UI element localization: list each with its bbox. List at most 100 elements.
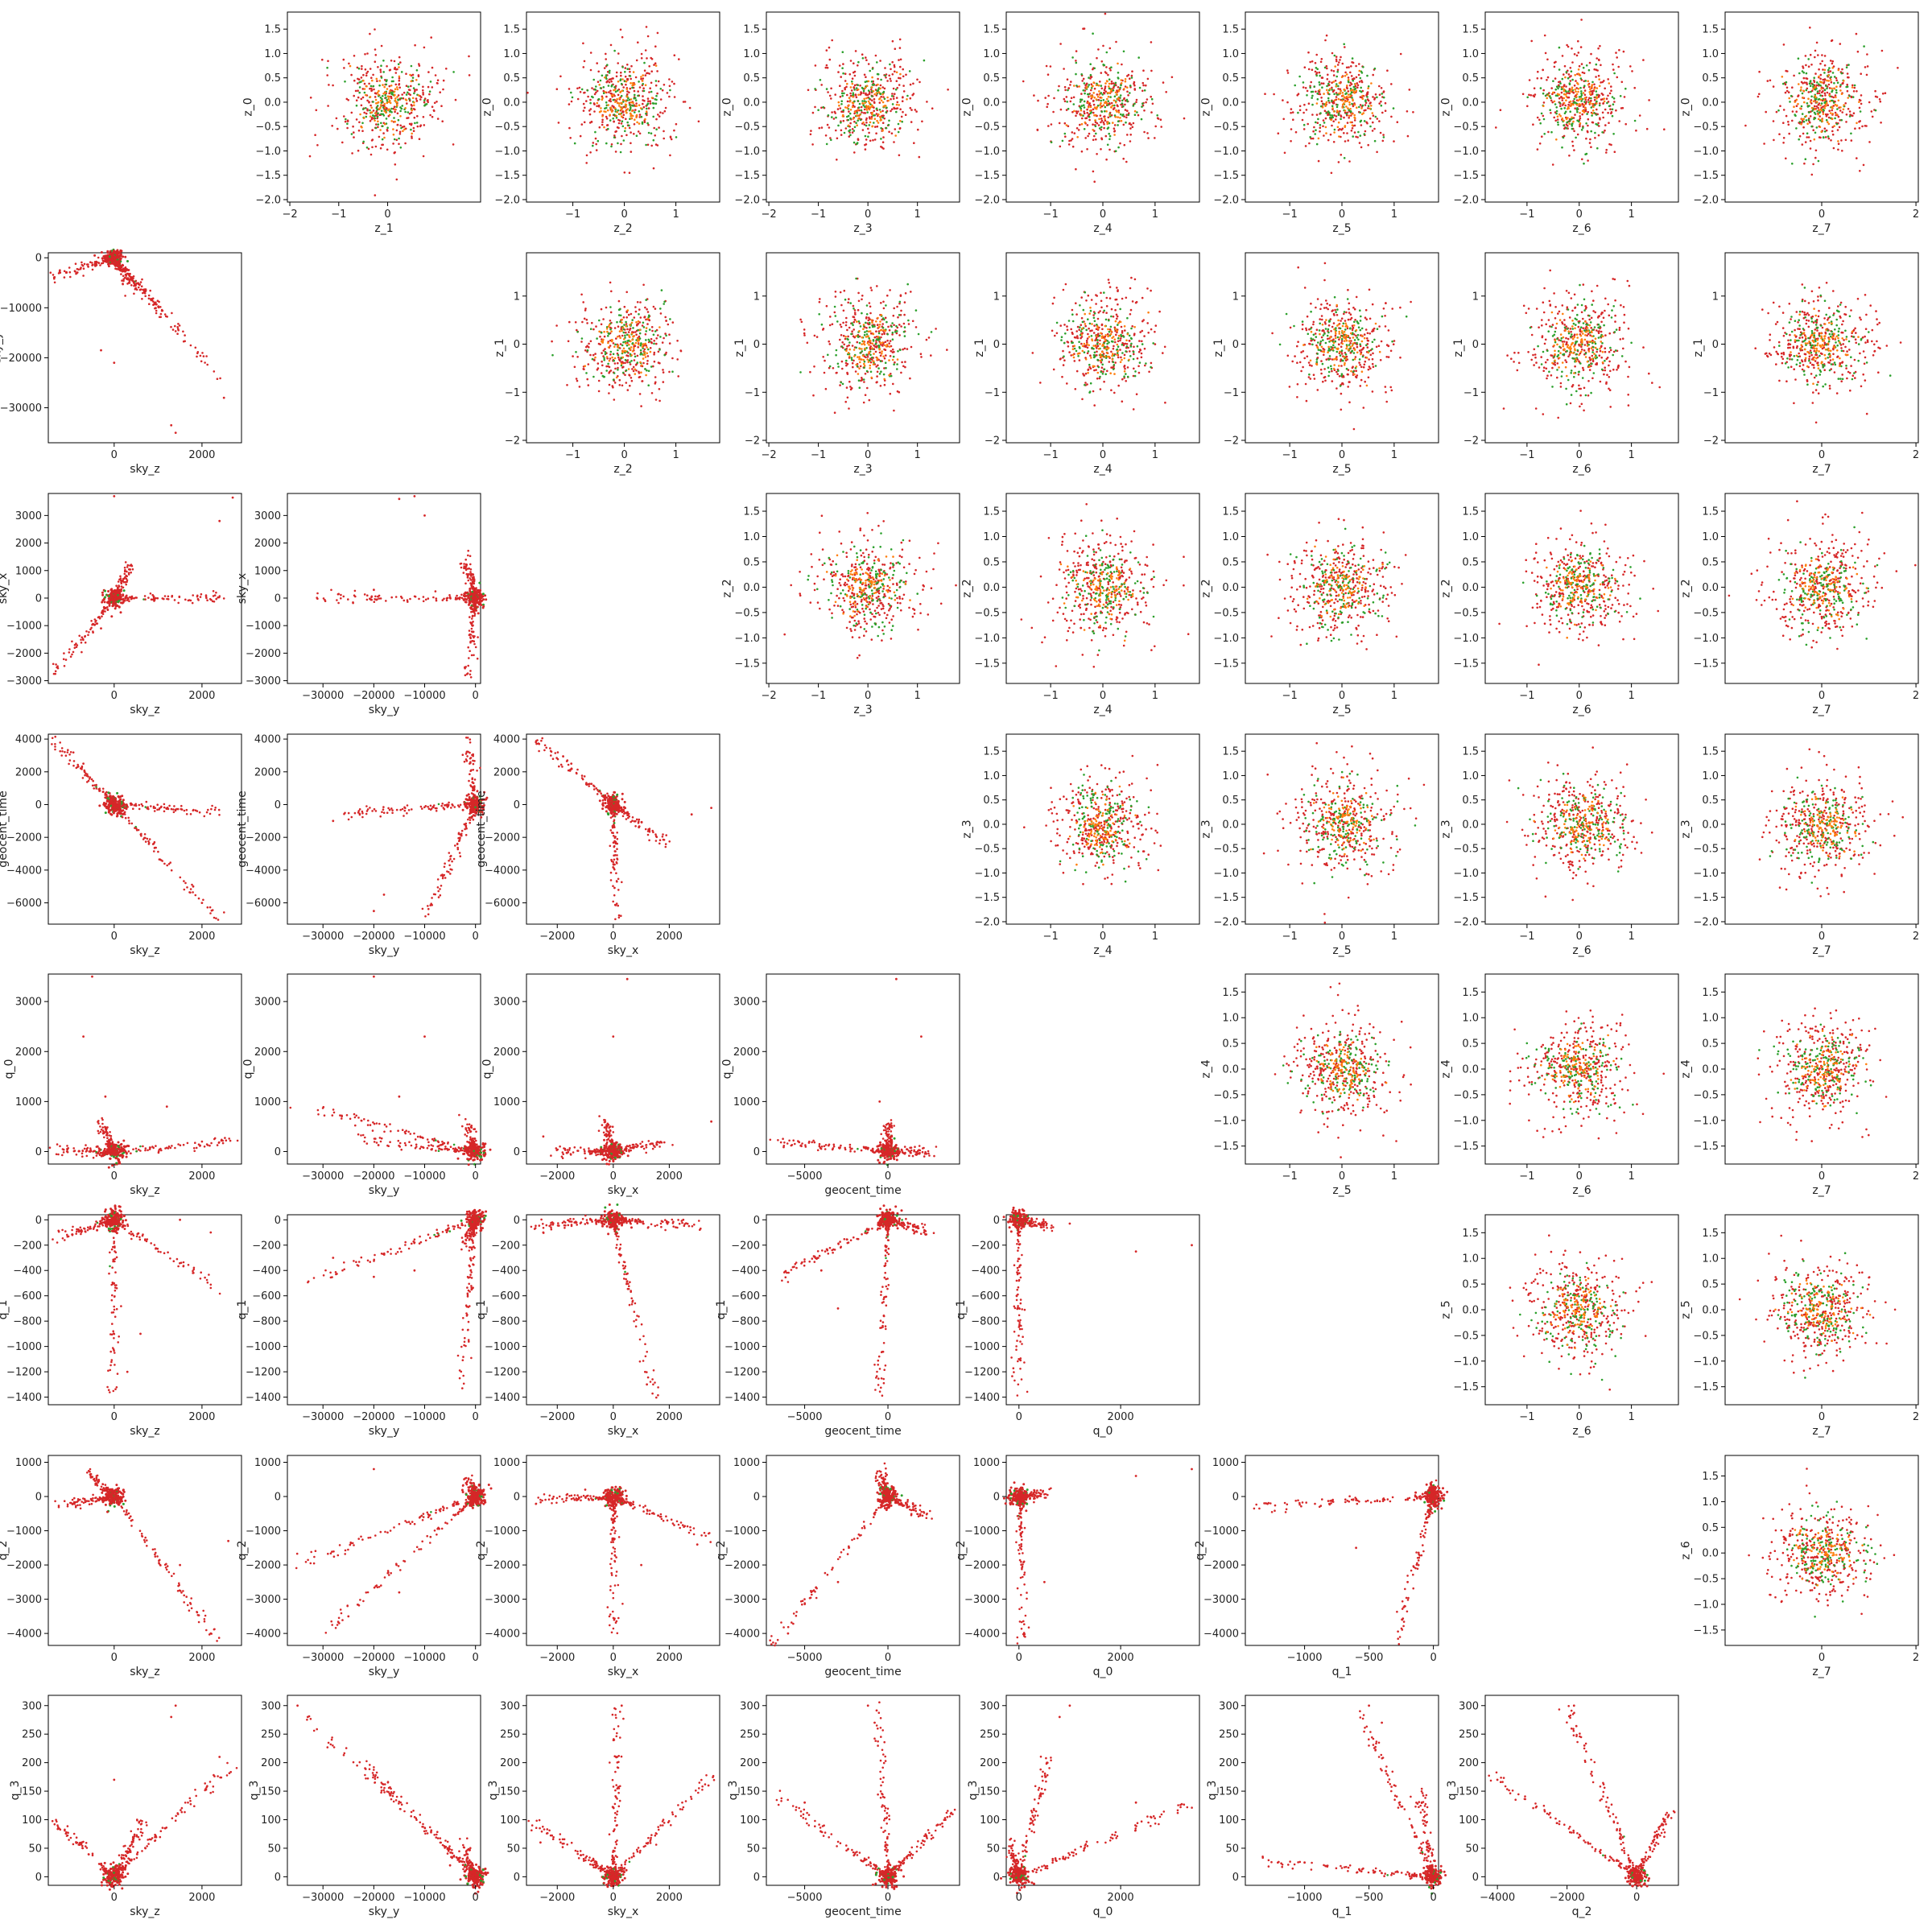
data-point: [462, 753, 464, 756]
data-point: [801, 1142, 803, 1145]
y-tick-label: 3000: [254, 997, 281, 1009]
y-tick-label: 1000: [254, 565, 281, 577]
data-point: [72, 751, 75, 753]
data-point: [475, 1131, 477, 1133]
data-point: [124, 1146, 126, 1149]
data-point: [876, 1146, 878, 1148]
data-point: [924, 1153, 927, 1155]
data-point: [618, 914, 621, 917]
data-point: [609, 803, 611, 806]
data-point: [423, 596, 425, 598]
data-point: [66, 1150, 68, 1153]
data-point: [364, 593, 366, 596]
data-point: [472, 753, 474, 756]
data-point: [648, 1140, 650, 1142]
data-point: [608, 1163, 610, 1166]
data-point: [102, 613, 105, 615]
data-point: [208, 1145, 211, 1147]
data-point: [102, 260, 105, 262]
data-point: [398, 1145, 400, 1147]
data-point: [614, 803, 617, 806]
data-point: [624, 801, 626, 803]
data-point: [625, 1146, 627, 1149]
data-point: [398, 1096, 401, 1098]
data-point: [935, 1146, 938, 1148]
data-point: [109, 1228, 112, 1230]
data-point: [467, 646, 469, 649]
data-point: [630, 1150, 632, 1152]
data-point: [584, 1150, 586, 1153]
data-point: [113, 361, 115, 364]
panel-q_0-vs-geocent_time: −5000 0geocent_time0100020003000q_0: [721, 974, 960, 1197]
data-point: [458, 806, 460, 808]
x-tick-label: −20000: [353, 931, 394, 943]
data-point: [171, 1145, 173, 1147]
data-point: [893, 1158, 895, 1160]
data-point: [195, 809, 197, 811]
data-point: [915, 1154, 918, 1156]
data-point: [617, 889, 620, 891]
data-point: [615, 872, 617, 874]
y-axis-label: sky_x: [0, 573, 10, 604]
data-point: [378, 1144, 380, 1146]
data-point: [184, 599, 187, 601]
data-point: [118, 266, 121, 268]
data-point: [612, 1148, 614, 1150]
data-point: [916, 1151, 919, 1154]
data-point: [199, 1145, 201, 1147]
data-point: [200, 596, 202, 598]
data-point: [55, 671, 57, 673]
data-point: [347, 598, 349, 601]
data-point: [473, 769, 475, 771]
data-point: [337, 602, 340, 605]
data-point: [118, 579, 121, 581]
data-point: [460, 567, 463, 569]
data-point: [832, 1147, 834, 1150]
data-point: [886, 1139, 889, 1141]
data-point: [237, 1140, 239, 1142]
data-point: [914, 1146, 916, 1148]
data-point: [88, 631, 90, 634]
data-point: [710, 1121, 712, 1123]
data-point: [415, 1147, 417, 1150]
data-point: [469, 642, 472, 644]
data-point: [122, 601, 125, 604]
data-point: [149, 838, 151, 840]
data-point: [465, 806, 468, 808]
data-point: [421, 1137, 423, 1139]
data-point: [460, 1150, 462, 1152]
data-point: [209, 598, 212, 601]
data-point: [645, 828, 647, 831]
data-point: [213, 917, 216, 919]
data-point: [108, 808, 110, 811]
data-point: [605, 810, 608, 812]
data-point: [435, 807, 437, 810]
data-point: [639, 1143, 642, 1146]
data-point: [440, 885, 443, 887]
x-tick-label: −20000: [353, 690, 394, 702]
data-point: [80, 768, 83, 770]
data-point: [99, 790, 101, 792]
data-point: [164, 313, 167, 316]
data-point: [109, 1131, 111, 1133]
data-point: [919, 1145, 921, 1147]
data-point: [612, 1035, 614, 1038]
data-point: [632, 1146, 634, 1149]
data-point: [117, 588, 119, 590]
data-point: [408, 809, 411, 811]
data-point: [360, 1134, 362, 1137]
data-point: [655, 840, 658, 842]
data-point: [385, 600, 387, 602]
data-point: [127, 564, 130, 567]
data-point: [464, 667, 466, 669]
panel-q_0-vs-sky_z: 0 2000sky_z0100020003000q_0: [3, 974, 242, 1197]
data-point: [80, 651, 83, 654]
data-point: [469, 1136, 472, 1138]
data-point: [174, 325, 176, 328]
data-point: [115, 809, 118, 811]
y-tick-label: 0: [275, 1146, 281, 1158]
data-point: [191, 884, 193, 886]
data-point: [464, 1118, 467, 1121]
data-point: [138, 829, 140, 832]
data-point: [94, 621, 97, 623]
